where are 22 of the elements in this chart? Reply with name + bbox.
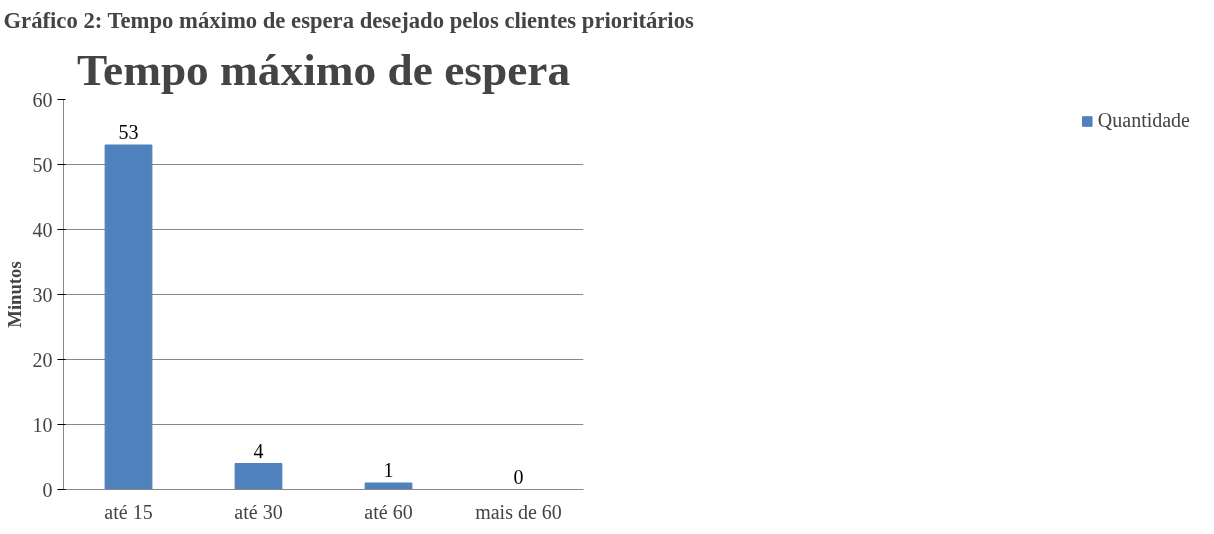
x-tick-label: até 15 [104, 500, 153, 523]
data-label: 1 [383, 459, 394, 481]
text: Gráfico 2: Tempo máximo de espera desejado pelos clientes prioritários [3, 7, 694, 33]
data-label: 53 [118, 121, 139, 143]
y-tick-label: 60 [32, 88, 53, 111]
y-tick-label: 30 [32, 283, 53, 306]
x-tick-label: até 60 [364, 500, 413, 523]
chart-title: Tempo máximo de espera [76, 44, 571, 95]
y-tick-label: 20 [32, 348, 53, 371]
bar [104, 144, 153, 490]
x-tick-label: até 30 [234, 500, 283, 523]
y-axis-title: Minutos [3, 261, 25, 328]
legend-label: Quantidade [1097, 109, 1190, 132]
y-tick-label: 50 [32, 153, 53, 176]
data-label: 0 [513, 465, 524, 488]
bar [364, 482, 413, 490]
y-tick-label: 40 [32, 218, 53, 241]
y-tick-label: 10 [32, 413, 53, 436]
bar [234, 463, 283, 490]
y-tick-label: 0 [42, 478, 53, 501]
x-tick-label: mais de 60 [475, 500, 562, 523]
data-label: 4 [253, 439, 264, 462]
